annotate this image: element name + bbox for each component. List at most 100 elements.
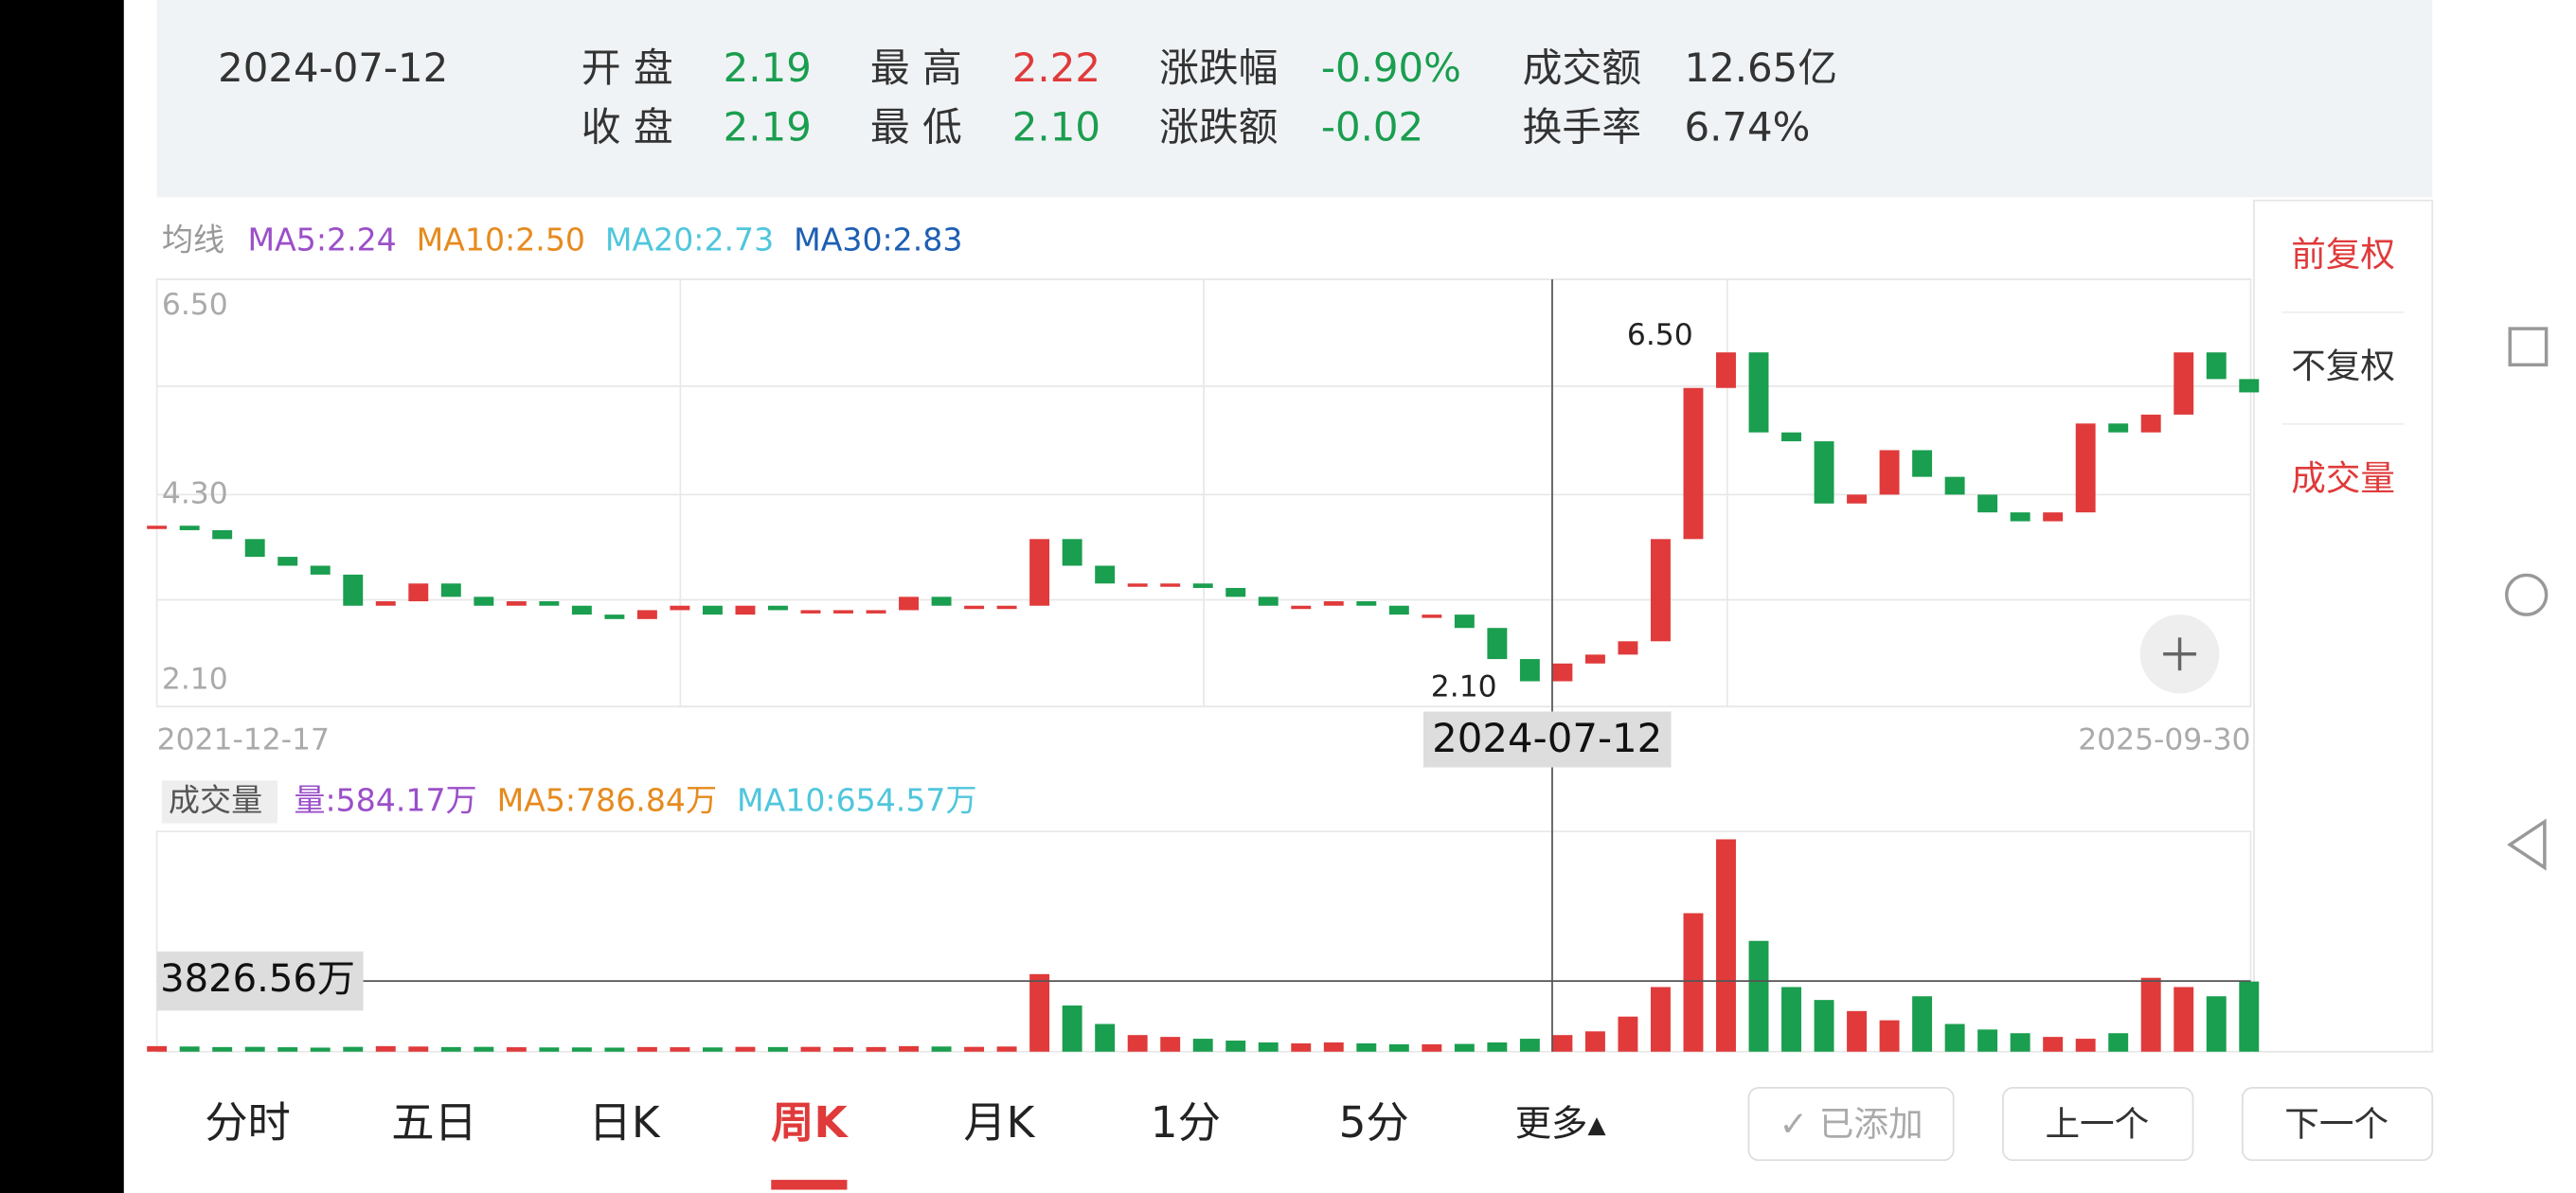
candle — [310, 565, 331, 575]
candle — [1879, 450, 1900, 495]
tab[interactable]: 月K — [963, 1097, 1035, 1148]
candle — [1781, 432, 1801, 442]
volume-bar — [1912, 996, 1933, 1052]
legend-item: 量:584.17万 — [294, 781, 476, 818]
volume-bar — [244, 1046, 265, 1052]
header-panel — [156, 0, 2433, 198]
side-button[interactable]: 前复权 — [2291, 234, 2395, 275]
volume-bar — [735, 1046, 756, 1052]
volume-bar — [571, 1047, 592, 1052]
side-button[interactable]: 成交量 — [2291, 457, 2395, 498]
volume-bar — [539, 1047, 560, 1052]
volume-bar — [1422, 1043, 1442, 1052]
low-label: 2.10 — [1431, 670, 1497, 704]
legend-title: 成交量 — [169, 781, 262, 818]
stat-label: 涨跌幅 — [1159, 45, 1279, 91]
action-button[interactable] — [1747, 1087, 1955, 1162]
tab[interactable]: 5分 — [1339, 1097, 1409, 1148]
candle — [571, 605, 592, 615]
candle — [1650, 539, 1671, 642]
candle — [2174, 352, 2194, 415]
volume-bar — [1748, 940, 1769, 1052]
tab[interactable]: 日K — [589, 1097, 661, 1148]
action-label: 下一个 — [2284, 1103, 2388, 1144]
candle — [1519, 659, 1540, 682]
candle — [800, 610, 821, 614]
volume-bar — [375, 1045, 396, 1052]
action-label: 上一个 — [2045, 1103, 2149, 1144]
candle — [2239, 379, 2260, 393]
volume-bar — [1487, 1042, 1508, 1052]
volume-bar — [343, 1046, 364, 1052]
stat-value: 2.19 — [724, 104, 812, 151]
candle — [2043, 512, 2064, 522]
candle — [1552, 663, 1573, 682]
legend-item: MA30:2.83 — [794, 222, 962, 258]
volume-bar — [1716, 839, 1736, 1052]
candle — [1487, 628, 1508, 660]
volume-bar — [2239, 981, 2260, 1052]
candle — [996, 605, 1017, 610]
volume-bar — [1323, 1042, 1344, 1052]
stat-value: -0.02 — [1321, 104, 1423, 151]
y-tick-label: 6.50 — [162, 288, 228, 322]
volume-bar — [1388, 1043, 1409, 1052]
volume-bar — [1847, 1010, 1868, 1052]
candle — [375, 601, 396, 606]
volume-bar — [1977, 1029, 1998, 1052]
legend-item: MA5:786.84万 — [497, 781, 718, 818]
candle — [1977, 494, 1998, 513]
volume-bar — [2206, 996, 2227, 1052]
tab[interactable]: 更多▴ — [1515, 1102, 1607, 1145]
candle — [931, 596, 952, 606]
left-bar — [0, 0, 124, 1193]
stat-label: 最 低 — [870, 104, 962, 151]
volume-bar — [1781, 987, 1801, 1052]
candle — [1356, 601, 1377, 606]
candle — [440, 583, 461, 597]
volume-bar — [670, 1047, 690, 1052]
nav-square[interactable] — [2508, 327, 2549, 367]
y-tick-label: 4.30 — [162, 476, 228, 510]
candle — [343, 574, 364, 606]
candle — [2075, 423, 2096, 513]
candle — [1422, 614, 1442, 618]
candle — [1062, 539, 1082, 566]
nav-back[interactable] — [2507, 818, 2547, 871]
volume-bar — [964, 1046, 985, 1052]
action-button[interactable] — [2002, 1087, 2194, 1162]
candle — [964, 605, 985, 610]
nav-home[interactable] — [2505, 573, 2549, 616]
stat-label: 最 高 — [870, 45, 962, 91]
tab[interactable]: 五日 — [391, 1097, 477, 1148]
action-button[interactable] — [2241, 1087, 2434, 1162]
volume-bar — [440, 1046, 461, 1052]
side-button[interactable]: 不复权 — [2291, 346, 2395, 386]
date: 2024-07-12 — [218, 45, 448, 91]
volume-bar — [1683, 913, 1704, 1052]
tab[interactable]: 1分 — [1151, 1097, 1221, 1148]
volume-bar — [179, 1046, 200, 1052]
volume-bar — [866, 1046, 886, 1052]
volume-bar — [1650, 987, 1671, 1052]
candle — [1814, 441, 1834, 504]
y-tick-label: 2.10 — [162, 663, 228, 697]
candle — [2010, 512, 2030, 522]
candle — [1944, 476, 1965, 495]
legend-item: MA5:2.24 — [248, 222, 397, 258]
volume-bar — [702, 1047, 723, 1052]
volume-bar — [1944, 1024, 1965, 1052]
candle — [1095, 565, 1116, 584]
tab[interactable]: 分时 — [205, 1097, 291, 1148]
volume-ref-bg — [156, 951, 364, 1011]
candle — [833, 610, 853, 614]
candle — [702, 605, 723, 615]
volume-bar — [408, 1046, 429, 1052]
candle — [735, 605, 756, 615]
candle — [1683, 387, 1704, 540]
candle — [179, 525, 200, 530]
legend-title-bg — [161, 780, 277, 824]
tab[interactable]: 周K — [771, 1097, 849, 1148]
stat-label: 换手率 — [1523, 104, 1642, 151]
volume-bar — [212, 1046, 233, 1052]
